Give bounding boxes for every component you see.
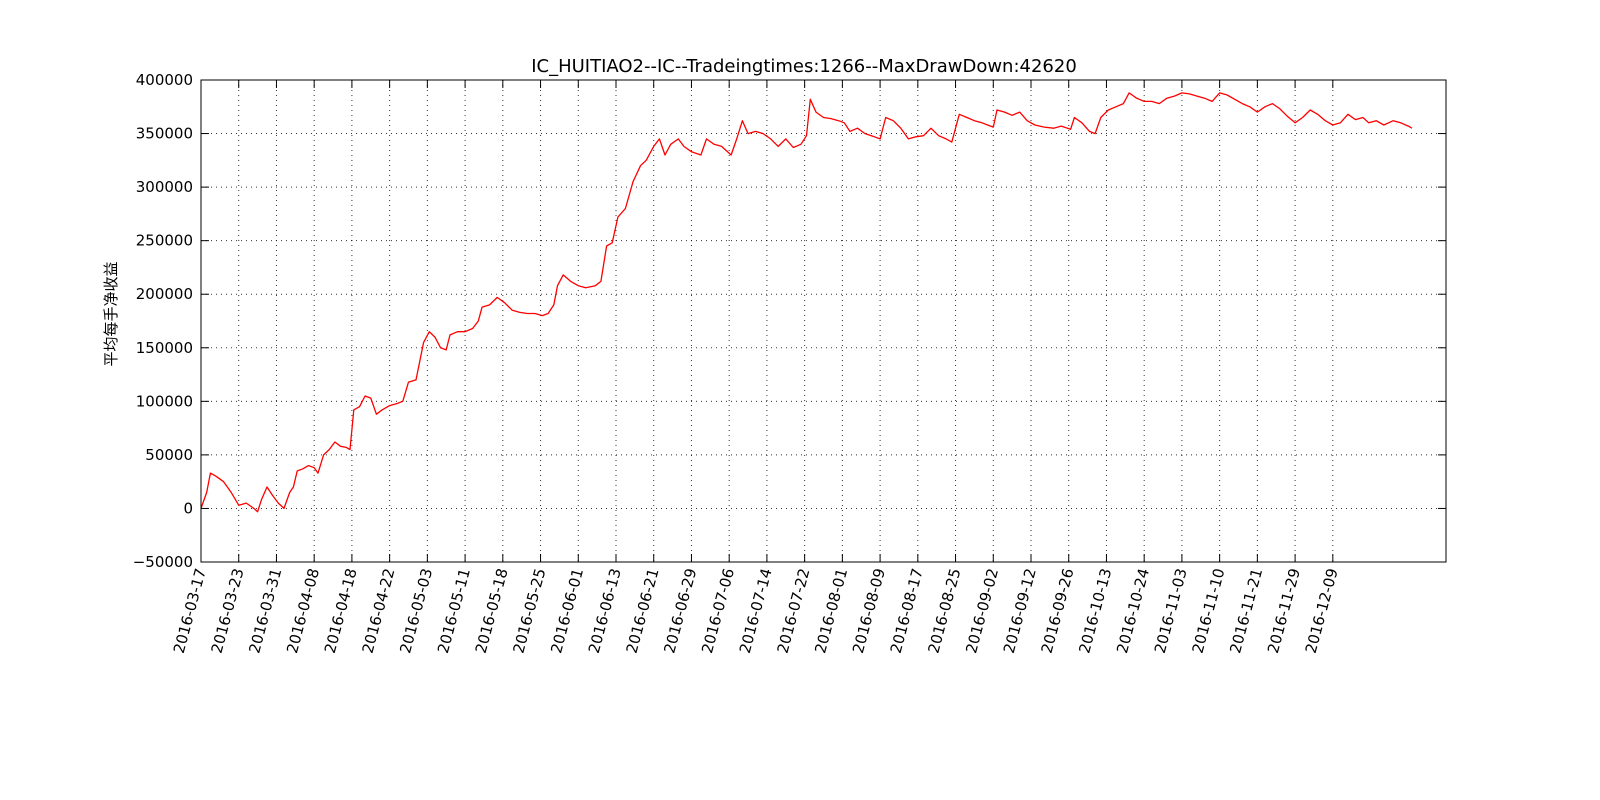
- series-layer: [200, 92, 1413, 513]
- y-tick-label: 100000: [136, 392, 193, 410]
- x-tick-label: 2016-07-14: [736, 566, 776, 655]
- x-tick-label: 2016-05-18: [472, 566, 512, 655]
- x-tick-label: 2016-10-13: [1075, 566, 1115, 655]
- x-tick-label: 2016-03-31: [245, 566, 285, 655]
- y-tick-label: 150000: [136, 339, 193, 357]
- x-tick-label: 2016-03-17: [170, 566, 210, 655]
- x-tick-label: 2016-06-13: [585, 566, 625, 655]
- x-tick-label: 2016-10-24: [1113, 566, 1153, 655]
- x-tick-label: 2016-09-02: [962, 566, 1002, 655]
- plot-frame: [200, 79, 1447, 563]
- y-axis: −50000 0 50000 100000 150000 200000 250000 3000…: [133, 71, 1446, 571]
- x-tick-label: 2016-06-01: [547, 566, 587, 655]
- y-tick-label: 350000: [136, 125, 193, 143]
- series-line: [200, 92, 1413, 513]
- x-tick-label: 2016-07-22: [774, 566, 814, 655]
- x-tick-label: 2016-06-21: [623, 566, 663, 655]
- x-tick-label: 2016-05-03: [396, 566, 436, 655]
- x-tick-label: 2016-04-22: [359, 566, 399, 655]
- x-tick-label: 2016-11-03: [1151, 566, 1191, 655]
- y-tick-label: 50000: [145, 446, 193, 464]
- x-tick-label: 2016-12-09: [1302, 566, 1342, 655]
- y-tick-label: 300000: [136, 178, 193, 196]
- x-tick-label: 2016-04-18: [321, 566, 361, 655]
- y-tick-label: −50000: [133, 553, 193, 571]
- x-tick-label: 2016-08-25: [924, 566, 964, 655]
- x-axis: 2016-03-172016-03-232016-03-312016-04-08…: [170, 80, 1342, 655]
- y-tick-label: 0: [183, 499, 193, 517]
- x-tick-label: 2016-05-11: [434, 566, 474, 655]
- x-tick-label: 2016-09-12: [1000, 566, 1040, 655]
- y-tick-label: 200000: [136, 285, 193, 303]
- x-tick-label: 2016-08-01: [811, 566, 851, 655]
- chart-title: IC_HUITIAO2--IC--Tradeingtimes:1266--Max…: [531, 56, 1077, 77]
- y-tick-label: 400000: [136, 71, 193, 89]
- x-tick-label: 2016-05-25: [509, 566, 549, 655]
- x-tick-label: 2016-11-29: [1264, 566, 1304, 655]
- x-tick-label: 2016-08-09: [849, 566, 889, 655]
- x-tick-label: 2016-03-23: [208, 566, 248, 655]
- x-tick-label: 2016-06-29: [660, 566, 700, 655]
- x-tick-label: 2016-04-08: [283, 566, 323, 655]
- y-tick-label: 250000: [136, 232, 193, 250]
- x-tick-label: 2016-11-10: [1189, 566, 1229, 655]
- y-axis-label: 平均每手净收益: [102, 261, 120, 366]
- x-tick-label: 2016-11-21: [1226, 566, 1266, 655]
- x-tick-label: 2016-09-26: [1038, 566, 1078, 655]
- grid: [201, 80, 1446, 562]
- x-tick-label: 2016-07-06: [698, 566, 738, 655]
- x-tick-label: 2016-08-17: [887, 566, 927, 655]
